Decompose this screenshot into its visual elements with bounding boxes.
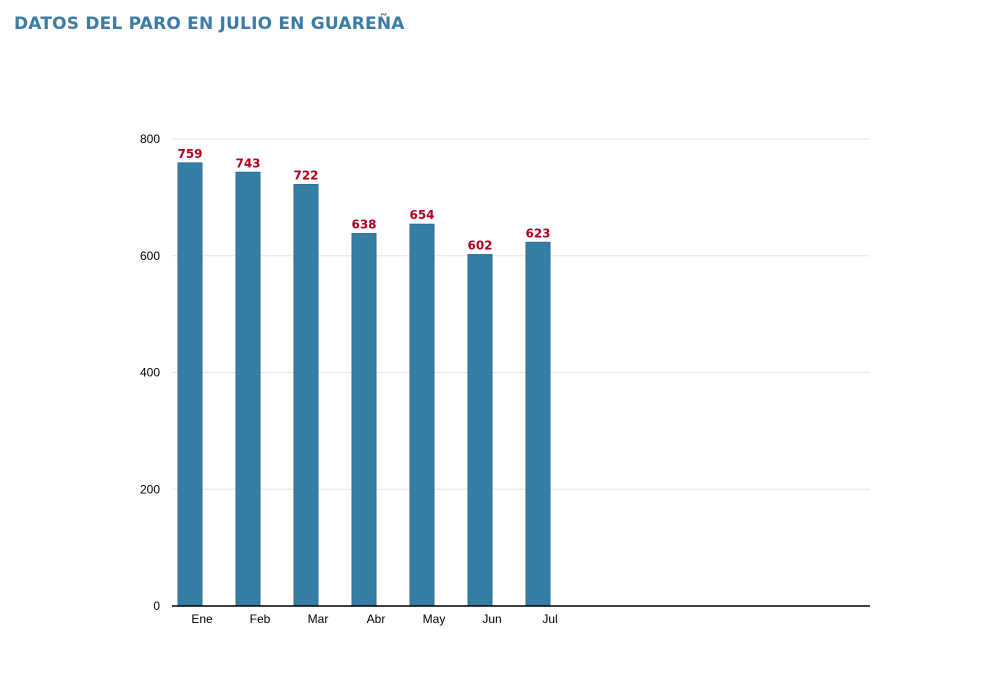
y-tick-label: 600 [140, 249, 160, 263]
bar [525, 241, 551, 607]
bar [351, 233, 377, 607]
x-tick-label: May [423, 612, 446, 626]
data-label: 638 [351, 218, 376, 232]
data-label: 602 [467, 239, 492, 253]
data-label: 743 [235, 156, 260, 170]
chart-title: DATOS DEL PARO EN JULIO EN GUAREÑA [14, 14, 405, 34]
x-tick-label: Jul [542, 612, 557, 626]
x-axis-ticks: Ene Feb Mar Abr May Jun Jul [191, 612, 557, 626]
y-tick-label: 400 [140, 366, 160, 380]
x-tick-label: Mar [308, 612, 329, 626]
y-axis-ticks: 0 200 400 600 800 [140, 132, 160, 613]
data-label: 623 [525, 226, 550, 240]
y-tick-label: 200 [140, 482, 160, 496]
x-tick-label: Feb [250, 612, 271, 626]
y-tick-label: 800 [140, 132, 160, 146]
bar [467, 254, 493, 607]
y-tick-label: 0 [153, 599, 160, 613]
bar [293, 184, 319, 607]
data-labels: 759 743 722 638 654 602 623 [177, 147, 550, 253]
data-label: 759 [177, 147, 202, 161]
x-tick-label: Abr [367, 612, 386, 626]
bar [409, 223, 435, 607]
bar [235, 171, 261, 607]
gridlines [172, 138, 870, 490]
x-tick-label: Ene [191, 612, 213, 626]
data-label: 654 [409, 208, 434, 222]
bar [177, 162, 203, 607]
x-tick-label: Jun [482, 612, 501, 626]
data-label: 722 [293, 169, 318, 183]
